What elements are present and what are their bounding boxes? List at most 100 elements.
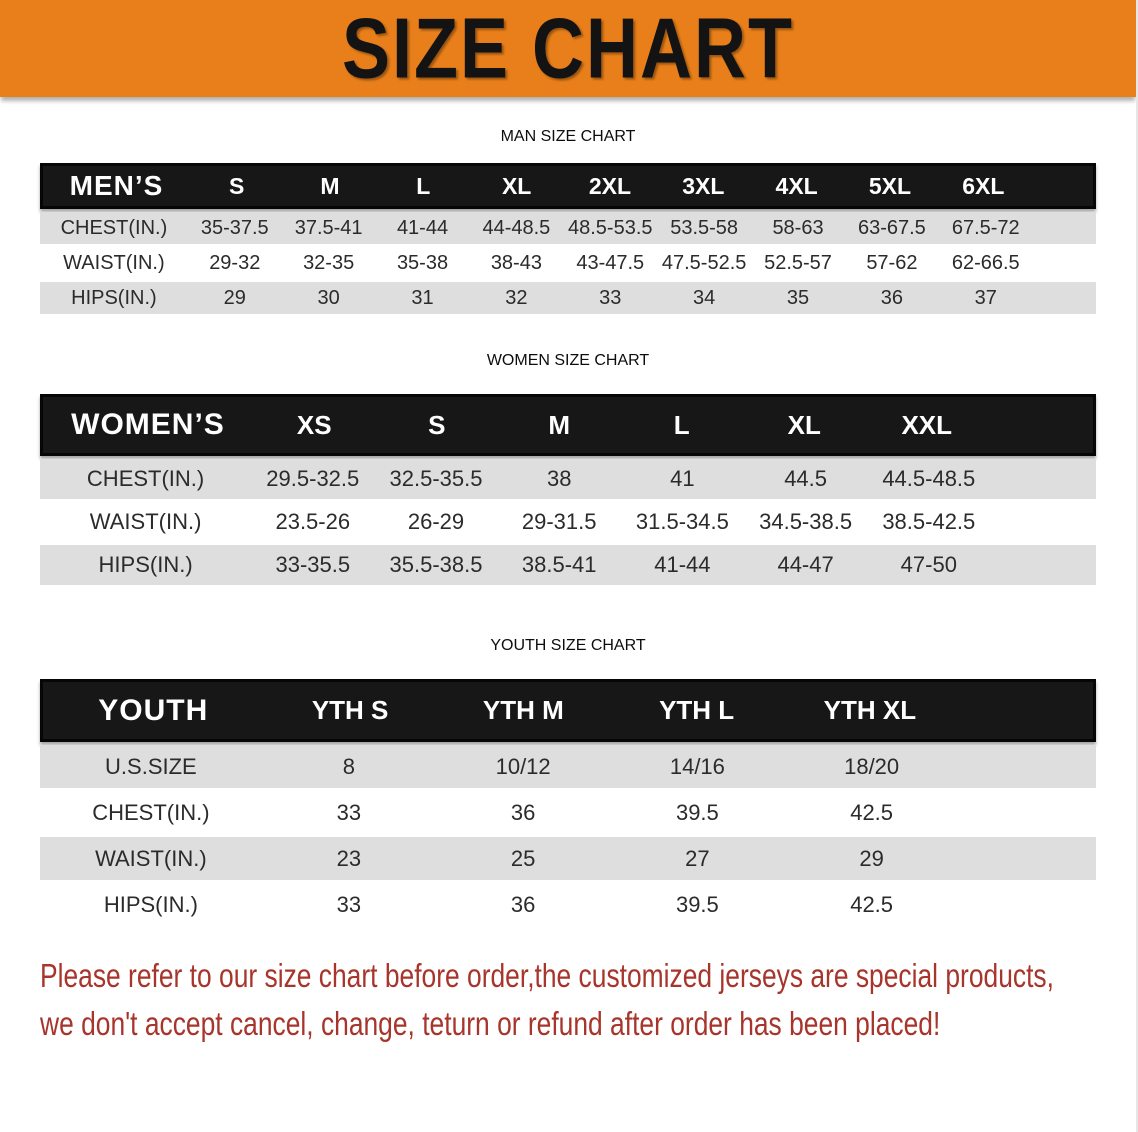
row-label: HIPS(IN.) xyxy=(71,286,157,309)
size-value-cell: 44-48.5 xyxy=(482,216,551,239)
row-label: WAIST(IN.) xyxy=(89,509,202,534)
size-value-cell: 38 xyxy=(546,466,572,491)
size-value-cell: 26-29 xyxy=(407,509,465,534)
row-label: HIPS(IN.) xyxy=(98,552,193,577)
size-value-cell: 42.5 xyxy=(850,799,894,825)
size-value-cell: 38-43 xyxy=(490,251,542,274)
size-value-cell: 31.5-34.5 xyxy=(635,509,729,534)
size-value-cell: 41-44 xyxy=(654,552,711,577)
size-column-header: XS xyxy=(296,409,332,440)
table-row: WAIST(IN.) 29-32 32-35 35-38 38-43 43-47.5 47.… xyxy=(40,247,1096,279)
disclaimer: Please refer to our size chart before or… xyxy=(0,926,1136,1048)
size-column-header: M xyxy=(548,409,571,440)
size-value-cell: 23.5-26 xyxy=(275,509,351,534)
size-column-header: YTH XL xyxy=(823,695,917,725)
section-heading-text: WOMEN SIZE CHART xyxy=(486,352,650,369)
row-label: WAIST(IN.) xyxy=(95,845,207,871)
size-column-header: 6XL xyxy=(962,172,1005,199)
size-column-header: S xyxy=(228,172,245,199)
size-value-cell: 10/12 xyxy=(495,753,551,779)
size-value-cell: 63-67.5 xyxy=(857,216,926,239)
size-value-cell: 34.5-38.5 xyxy=(759,509,853,534)
table-header-label: WOMEN’S xyxy=(71,408,225,441)
page-title: SIZE CHART xyxy=(342,1,794,96)
size-value-cell: 43-47.5 xyxy=(576,251,645,274)
size-value-cell: 32 xyxy=(505,286,528,309)
size-value-cell: 44.5-48.5 xyxy=(882,466,976,491)
row-label: U.S.SIZE xyxy=(105,753,197,779)
size-table: WOMEN’S XS S M L XL XXL CHEST(IN.) 29.5-32.5 32.5… xyxy=(40,394,1096,585)
size-value-cell: 31 xyxy=(411,286,434,309)
size-value-cell: 39.5 xyxy=(675,891,719,917)
table-row: WAIST(IN.) 23 25 27 29 xyxy=(40,837,1096,880)
size-value-cell: 27 xyxy=(685,845,710,871)
table-header-label: YOUTH xyxy=(98,693,209,727)
size-column-header: YTH S xyxy=(311,695,389,725)
table-row: HIPS(IN.) 33 36 39.5 42.5 xyxy=(40,883,1096,926)
size-column-header: S xyxy=(428,409,446,440)
size-value-cell: 38.5-41 xyxy=(521,552,597,577)
table-row: HIPS(IN.) 33-35.5 35.5-38.5 38.5-41 41-44 44-… xyxy=(40,545,1096,585)
size-value-cell: 18/20 xyxy=(844,753,900,779)
size-column-header: XL xyxy=(501,172,532,199)
row-label: CHEST(IN.) xyxy=(92,799,210,825)
size-value-cell: 14/16 xyxy=(669,753,725,779)
size-value-cell: 53.5-58 xyxy=(670,216,739,239)
size-value-cell: 29 xyxy=(859,845,884,871)
size-value-cell: 33 xyxy=(336,799,362,825)
section-heading: MAN SIZE CHART xyxy=(0,97,1136,163)
row-label: CHEST(IN.) xyxy=(86,466,205,491)
size-value-cell: 62-66.5 xyxy=(951,251,1020,274)
size-value-cell: 35 xyxy=(786,286,810,309)
section-heading-text: YOUTH SIZE CHART xyxy=(490,637,646,654)
size-value-cell: 35-38 xyxy=(396,251,449,274)
size-value-cell: 32-35 xyxy=(303,251,355,274)
size-value-cell: 23 xyxy=(336,845,362,871)
size-value-cell: 30 xyxy=(317,286,340,309)
section-heading-text: MAN SIZE CHART xyxy=(500,128,636,145)
size-value-cell: 29 xyxy=(223,286,246,309)
row-label: WAIST(IN.) xyxy=(63,251,165,274)
size-column-header: L xyxy=(416,172,431,199)
section-youth-size-chart: YOUTH SIZE CHART YOUTH YTH S YTH M YTH L YTH … xyxy=(0,585,1136,926)
section-heading: YOUTH SIZE CHART xyxy=(0,585,1136,679)
size-value-cell: 33 xyxy=(336,891,362,917)
size-value-cell: 36 xyxy=(510,891,536,917)
banner: SIZE CHART xyxy=(0,0,1136,97)
size-value-cell: 48.5-53.5 xyxy=(568,216,653,239)
size-value-cell: 29-31.5 xyxy=(521,509,597,534)
size-value-cell: 42.5 xyxy=(850,891,894,917)
disclaimer-line-2: we don't accept cancel, change, teturn o… xyxy=(40,1005,941,1042)
size-value-cell: 37 xyxy=(974,286,997,309)
size-table: MEN’S S M L XL 2XL 3XL 4XL 5XL 6XL CHEST(IN.) 35-37… xyxy=(40,163,1096,314)
size-value-cell: 25 xyxy=(510,845,536,871)
size-column-header: 2XL xyxy=(588,172,632,199)
section-man-size-chart: MAN SIZE CHART MEN’S S M L XL 2XL 3XL 4XL 5XL 6XL C… xyxy=(0,97,1136,314)
size-value-cell: 57-62 xyxy=(866,251,918,274)
size-column-header: XL xyxy=(787,409,821,440)
table-header-row: YOUTH YTH S YTH M YTH L YTH XL xyxy=(40,679,1096,742)
size-value-cell: 67.5-72 xyxy=(951,216,1020,239)
size-value-cell: 52.5-57 xyxy=(764,251,832,274)
size-column-header: YTH M xyxy=(482,695,564,725)
size-value-cell: 35.5-38.5 xyxy=(389,552,483,577)
size-value-cell: 32.5-35.5 xyxy=(389,466,483,491)
size-value-cell: 39.5 xyxy=(675,799,719,825)
size-value-cell: 47.5-52.5 xyxy=(661,251,747,274)
table-row: CHEST(IN.) 29.5-32.5 32.5-35.5 38 41 44.5 44.5… xyxy=(40,459,1096,499)
section-women-size-chart: WOMEN SIZE CHART WOMEN’S XS S M L XL XXL CHEST(I… xyxy=(0,314,1136,585)
row-label: CHEST(IN.) xyxy=(60,216,168,239)
size-column-header: M xyxy=(320,172,340,199)
disclaimer-line-1: Please refer to our size chart before or… xyxy=(40,957,1054,994)
table-row: WAIST(IN.) 23.5-26 26-29 29-31.5 31.5-34.5 34… xyxy=(40,502,1096,542)
table-header-row: WOMEN’S XS S M L XL XXL xyxy=(40,394,1096,456)
size-column-header: XXL xyxy=(901,409,953,440)
size-column-header: YTH L xyxy=(659,695,735,725)
table-row: HIPS(IN.) 29 30 31 32 33 34 35 36 37 xyxy=(40,282,1096,314)
size-value-cell: 35-37.5 xyxy=(200,216,269,239)
table-row: CHEST(IN.) 33 36 39.5 42.5 xyxy=(40,791,1096,834)
size-value-cell: 58-63 xyxy=(772,216,824,239)
size-value-cell: 36 xyxy=(880,286,904,309)
size-value-cell: 33 xyxy=(599,286,622,309)
